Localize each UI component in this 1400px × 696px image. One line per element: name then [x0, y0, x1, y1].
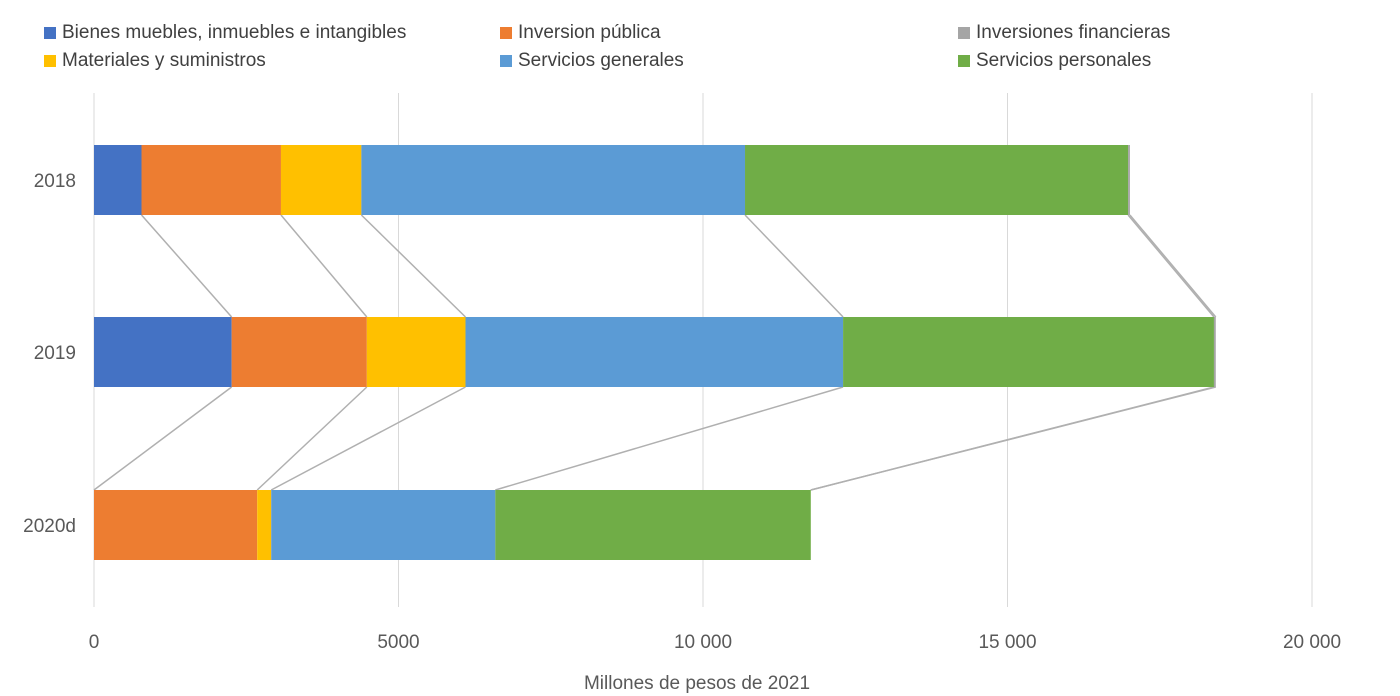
legend-label: Servicios generales: [518, 50, 684, 71]
chart-legend: Bienes muebles, inmuebles e intangibles I…: [0, 0, 1400, 80]
legend-swatch: [500, 27, 512, 39]
legend-label: Inversion pública: [518, 22, 661, 43]
series-line: [270, 386, 466, 491]
bar-segment: [366, 317, 466, 387]
bar-segment: [1128, 145, 1130, 215]
legend-swatch: [44, 27, 56, 39]
legend-swatch: [958, 55, 970, 67]
x-axis-tick-labels: 0 5000 10 000 15 000 20 000: [89, 632, 1341, 653]
series-line: [810, 386, 1216, 491]
legend-item: Inversiones financieras: [958, 21, 1170, 45]
bar-segment: [495, 490, 811, 560]
bar-segment: [1213, 317, 1216, 387]
bar-segment: [94, 317, 232, 387]
legend-label: Servicios personales: [976, 50, 1152, 71]
series-line: [495, 386, 844, 491]
x-tick-label: 20 000: [1283, 632, 1341, 653]
series-lines: [93, 214, 1217, 491]
bar-segment: [231, 317, 367, 387]
series-line: [140, 214, 233, 318]
series-line: [1127, 214, 1215, 318]
y-tick-label: 2020d: [23, 516, 76, 537]
bar-segment: [94, 145, 142, 215]
y-tick-label: 2018: [34, 171, 76, 192]
legend-label: Inversiones financieras: [976, 22, 1171, 43]
bar-segment: [141, 145, 281, 215]
x-tick-label: 0: [89, 632, 100, 653]
legend-swatch: [44, 55, 56, 67]
legend-item: Servicios personales: [958, 49, 1151, 73]
legend-swatch: [958, 27, 970, 39]
bars: [94, 145, 1216, 560]
legend-label: Bienes muebles, inmuebles e intangibles: [62, 22, 407, 43]
bar-segment: [271, 490, 496, 560]
series-line: [1129, 214, 1217, 318]
bar-segment: [843, 317, 1214, 387]
series-line: [93, 386, 233, 491]
legend-swatch: [500, 55, 512, 67]
legend-item: Servicios generales: [500, 49, 684, 73]
bar-segment: [745, 145, 1129, 215]
legend-label: Materiales y suministros: [62, 50, 266, 71]
legend-item: Inversion pública: [500, 21, 661, 45]
series-line: [280, 214, 368, 318]
y-axis-tick-labels: 2018 2019 2020d: [23, 171, 76, 537]
x-tick-label: 15 000: [978, 632, 1036, 653]
x-tick-label: 10 000: [674, 632, 732, 653]
bar-segment: [257, 490, 272, 560]
bar-segment: [280, 145, 362, 215]
bar-segment: [94, 490, 258, 560]
x-axis-label: Millones de pesos de 2021: [584, 673, 810, 694]
series-line: [256, 386, 368, 491]
bar-segment: [361, 145, 746, 215]
legend-item: Bienes muebles, inmuebles e intangibles: [44, 21, 406, 45]
x-tick-label: 5000: [377, 632, 419, 653]
series-line: [744, 214, 844, 318]
legend-item: Materiales y suministros: [44, 49, 266, 73]
bar-segment: [465, 317, 844, 387]
y-tick-label: 2019: [34, 343, 76, 364]
series-line: [360, 214, 467, 318]
